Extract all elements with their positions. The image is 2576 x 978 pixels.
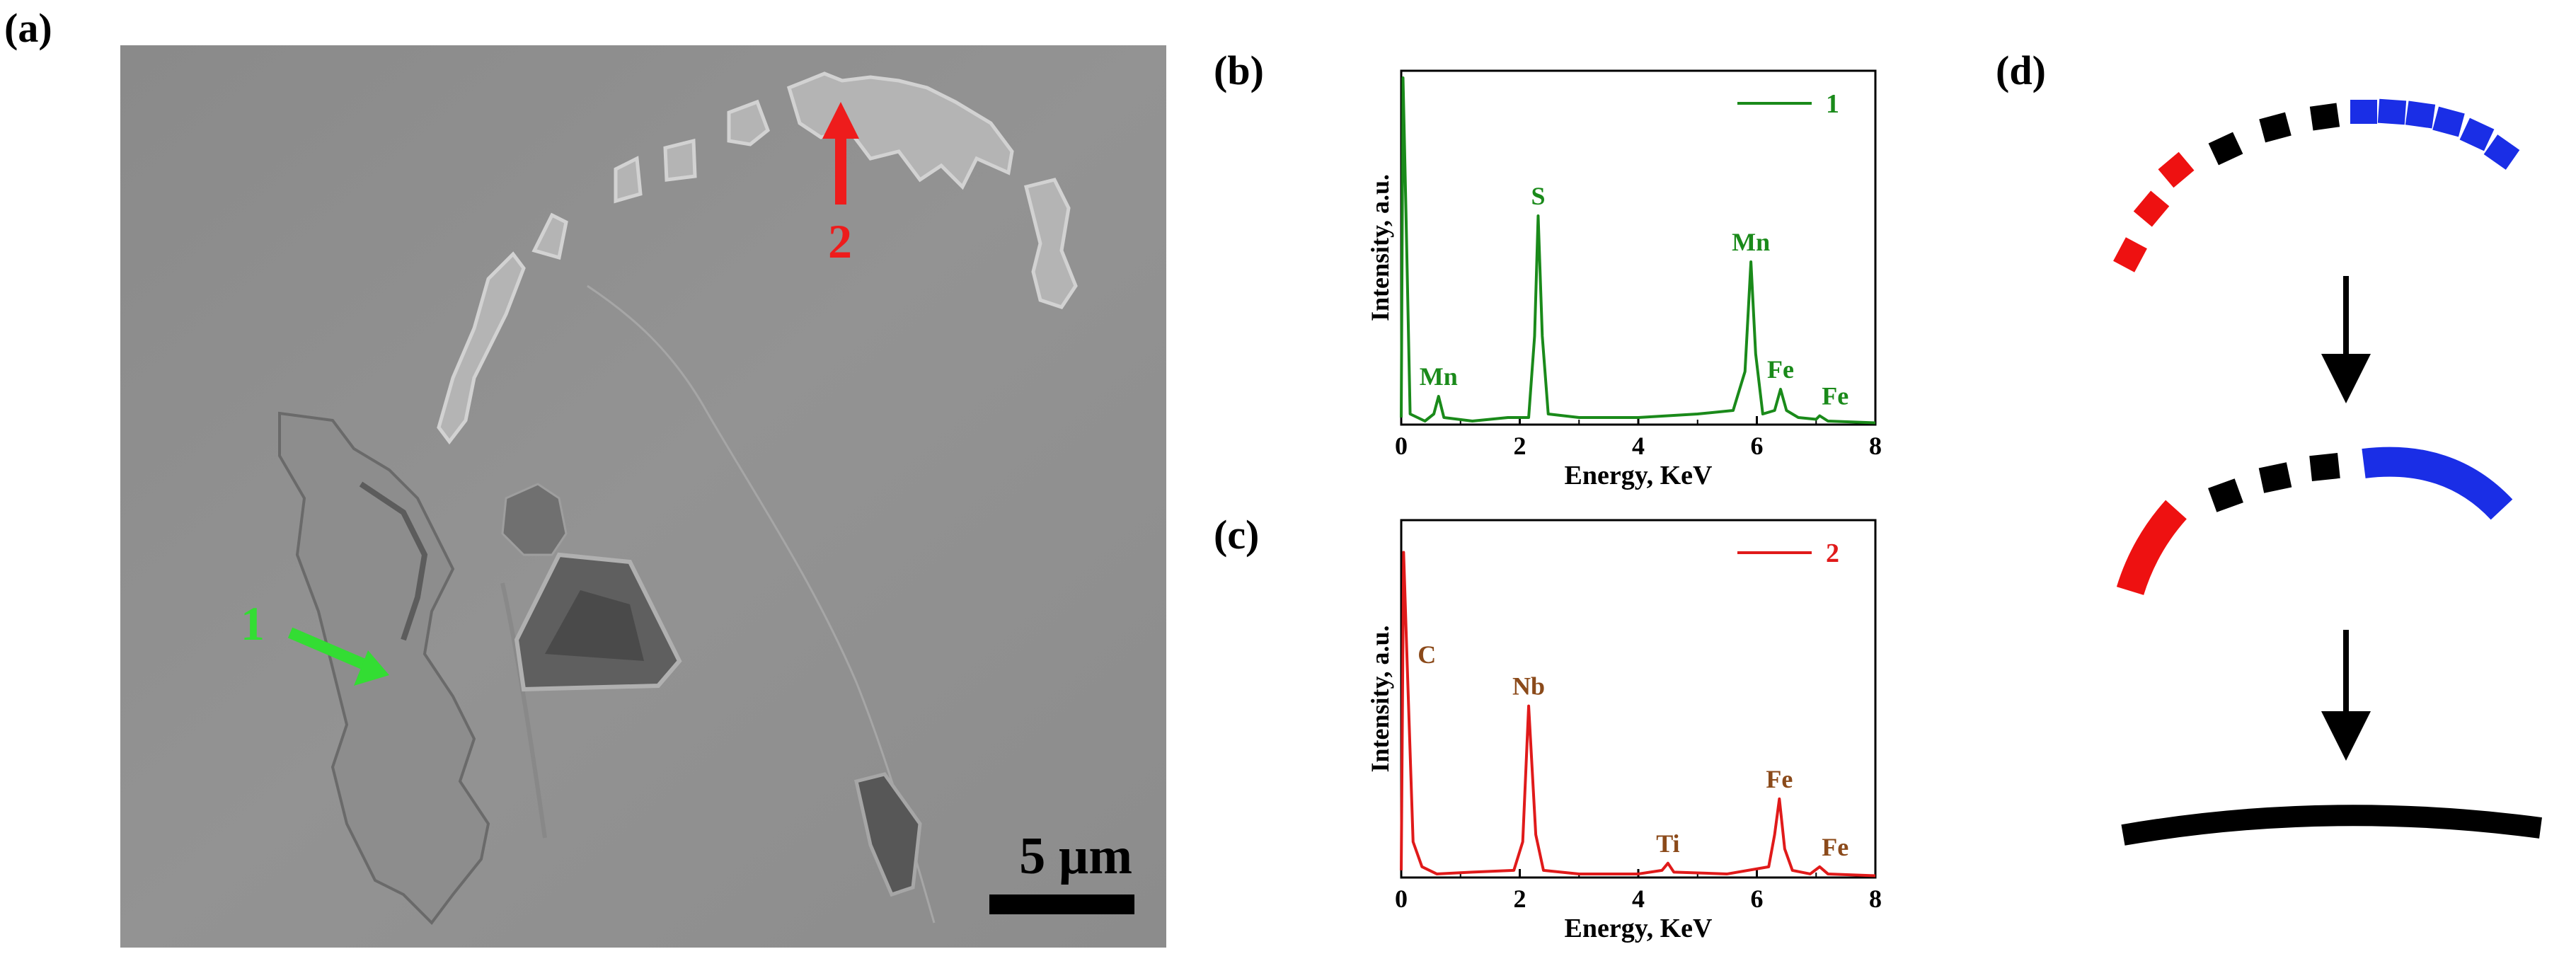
x-tick-label: 8 bbox=[1869, 432, 1882, 460]
segment bbox=[2113, 237, 2147, 272]
eds-spectrum-c: 0 2 4 6 8 Energy, KeV Intensity, a.u. 2 C Nb Ti Fe F… bbox=[1366, 519, 1882, 943]
inclusion-1-edge bbox=[359, 481, 428, 641]
arrow-head-1 bbox=[2321, 354, 2371, 403]
arrow-2-label: 2 bbox=[828, 214, 852, 268]
segment bbox=[2208, 132, 2243, 166]
x-tick-label: 4 bbox=[1632, 432, 1645, 460]
panel-label-d: (d) bbox=[1996, 47, 2046, 93]
schematic-diagram bbox=[2095, 57, 2562, 920]
segment bbox=[2133, 190, 2170, 227]
plot-frame bbox=[1400, 69, 1877, 426]
peak-label-fe: Fe bbox=[1766, 765, 1793, 793]
segment bbox=[2158, 151, 2195, 188]
fragmentation-schematic bbox=[2113, 98, 2542, 846]
scale-bar bbox=[989, 894, 1134, 914]
x-axis-label: Energy, KeV bbox=[1565, 914, 1713, 943]
x-tick-label: 2 bbox=[1514, 432, 1526, 460]
x-tick-label: 0 bbox=[1395, 432, 1408, 460]
x-tick-label: 0 bbox=[1395, 885, 1408, 913]
peak-label-fe: Fe bbox=[1822, 833, 1848, 861]
segment bbox=[2459, 117, 2495, 151]
segment bbox=[2208, 478, 2243, 512]
segment bbox=[2432, 106, 2465, 137]
peak-label-fe: Fe bbox=[1767, 355, 1794, 384]
peak-label-s: S bbox=[1531, 182, 1545, 210]
segment bbox=[2377, 98, 2407, 125]
blue-coalesced-segment bbox=[2362, 447, 2513, 520]
sem-image: 1 2 5 µm bbox=[120, 45, 1166, 948]
panel-label-c: (c) bbox=[1214, 512, 1260, 558]
red-coalesced-segment bbox=[2116, 500, 2187, 596]
peak-label-ti: Ti bbox=[1656, 829, 1679, 858]
eds-chart-b: 0 2 4 6 8 Energy, KeV Intensity, a.u. 1 S Mn Mn Fe F… bbox=[1309, 14, 1911, 495]
y-axis-label: Intensity, a.u. bbox=[1366, 625, 1394, 772]
pit-lower bbox=[854, 772, 922, 897]
sem-background bbox=[120, 45, 1166, 948]
series-line-1 bbox=[1400, 76, 1876, 425]
sem-micrograph: 1 2 5 µm bbox=[120, 45, 1166, 948]
pit-small bbox=[501, 483, 568, 556]
eds-chart-c: 0 2 4 6 8 Energy, KeV Intensity, a.u. 2 C Nb Ti Fe F… bbox=[1309, 499, 1911, 973]
continuous-film bbox=[2121, 805, 2542, 846]
segment bbox=[2350, 100, 2377, 124]
arrow-2 bbox=[822, 102, 859, 205]
x-tick-label: 6 bbox=[1751, 432, 1764, 460]
panel-label-a: (a) bbox=[4, 5, 52, 51]
arrow-1 bbox=[287, 627, 389, 686]
segment bbox=[2309, 103, 2340, 131]
peak-label-mn: Mn bbox=[1732, 228, 1770, 256]
peak-label-nb: Nb bbox=[1512, 672, 1545, 701]
segment bbox=[2258, 462, 2292, 493]
legend-entry: 2 bbox=[1826, 539, 1839, 568]
eds-spectrum-b: 0 2 4 6 8 Energy, KeV Intensity, a.u. 1 S Mn Mn Fe F… bbox=[1366, 69, 1882, 490]
segment bbox=[2483, 134, 2520, 170]
x-tick-label: 2 bbox=[1514, 885, 1526, 913]
triangular-pit-shadow bbox=[545, 590, 644, 661]
particle-arc bbox=[437, 71, 1078, 445]
legend-entry: 1 bbox=[1826, 89, 1839, 119]
series-line-2 bbox=[1400, 551, 1876, 878]
segment bbox=[2259, 112, 2292, 143]
surface-streak bbox=[500, 582, 547, 839]
x-tick-label: 6 bbox=[1751, 885, 1764, 913]
x-tick-label: 8 bbox=[1869, 885, 1882, 913]
segment bbox=[2309, 453, 2340, 481]
arrow-1-label: 1 bbox=[241, 597, 265, 650]
arrow-head-2 bbox=[2321, 711, 2371, 761]
inclusion-1 bbox=[278, 411, 490, 926]
panel-label-b: (b) bbox=[1214, 47, 1264, 93]
y-axis-label: Intensity, a.u. bbox=[1366, 174, 1394, 321]
scale-bar-label: 5 µm bbox=[1019, 827, 1132, 885]
peak-label-c: C bbox=[1418, 640, 1436, 669]
peak-label-mn: Mn bbox=[1420, 362, 1458, 391]
x-tick-label: 4 bbox=[1632, 885, 1645, 913]
x-axis-label: Energy, KeV bbox=[1565, 461, 1713, 490]
plot-frame bbox=[1400, 519, 1877, 879]
segment bbox=[2405, 100, 2436, 129]
peak-label-fe: Fe bbox=[1822, 382, 1848, 410]
